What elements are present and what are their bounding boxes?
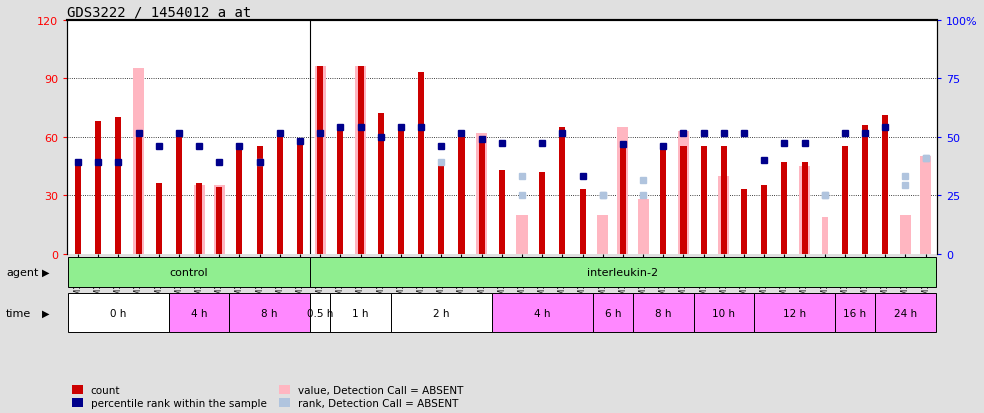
Bar [331, 293, 391, 332]
Bar [633, 293, 694, 332]
Bar [297, 139, 303, 254]
Bar [822, 217, 828, 254]
Bar [115, 118, 121, 254]
Text: ▶: ▶ [42, 308, 50, 318]
Bar [741, 190, 747, 254]
Bar [701, 147, 707, 254]
Bar [310, 257, 936, 287]
Bar [418, 73, 424, 254]
Bar [459, 133, 464, 254]
Bar [923, 159, 929, 254]
Bar [721, 147, 727, 254]
Bar [315, 67, 326, 254]
Bar [660, 145, 666, 254]
Bar [310, 293, 331, 332]
Text: 16 h: 16 h [843, 308, 867, 318]
Bar [834, 293, 875, 332]
Text: agent: agent [6, 267, 38, 277]
Bar [802, 163, 808, 254]
Text: GDS3222 / 1454012_a_at: GDS3222 / 1454012_a_at [67, 6, 251, 20]
Text: 0.5 h: 0.5 h [307, 308, 334, 318]
Bar [617, 128, 629, 254]
Text: control: control [169, 267, 209, 277]
Bar [620, 145, 626, 254]
Text: 4 h: 4 h [534, 308, 550, 318]
Bar [257, 147, 263, 254]
Text: ▶: ▶ [42, 267, 50, 277]
Bar [517, 215, 527, 254]
Legend: count, percentile rank within the sample, value, Detection Call = ABSENT, rank, : count, percentile rank within the sample… [72, 385, 463, 408]
Bar [236, 143, 242, 254]
Bar [597, 215, 608, 254]
Text: interleukin-2: interleukin-2 [587, 267, 658, 277]
Bar [155, 184, 161, 254]
Bar [176, 133, 182, 254]
Bar [277, 133, 282, 254]
Bar [920, 157, 931, 254]
Bar [862, 126, 868, 254]
Bar [229, 293, 310, 332]
Bar [900, 215, 911, 254]
Bar [378, 114, 384, 254]
Bar [694, 293, 754, 332]
Bar [678, 131, 689, 254]
Text: 0 h: 0 h [110, 308, 127, 318]
Bar [519, 215, 525, 254]
Bar [875, 293, 936, 332]
Bar [902, 217, 908, 254]
Bar [478, 137, 485, 254]
Bar [754, 293, 834, 332]
Bar [883, 116, 889, 254]
Bar [559, 128, 566, 254]
Bar [196, 184, 202, 254]
Bar [317, 67, 323, 254]
Bar [842, 147, 848, 254]
Bar [68, 293, 169, 332]
Bar [169, 293, 229, 332]
Text: 12 h: 12 h [783, 308, 806, 318]
Bar [438, 161, 445, 254]
Bar [95, 122, 101, 254]
Bar [718, 176, 729, 254]
Bar [398, 128, 404, 254]
Bar [681, 147, 687, 254]
Bar [355, 67, 366, 254]
Bar [476, 133, 487, 254]
Bar [638, 199, 648, 254]
Text: 8 h: 8 h [655, 308, 671, 318]
Bar [75, 163, 81, 254]
Bar [539, 172, 545, 254]
Text: 4 h: 4 h [191, 308, 208, 318]
Bar [762, 186, 768, 254]
Bar [599, 215, 606, 254]
Bar [68, 257, 310, 287]
Text: 10 h: 10 h [712, 308, 735, 318]
Bar [391, 293, 492, 332]
Text: 2 h: 2 h [433, 308, 450, 318]
Text: 6 h: 6 h [604, 308, 621, 318]
Bar [799, 166, 810, 254]
Bar [214, 186, 224, 254]
Bar [499, 171, 505, 254]
Bar [194, 186, 205, 254]
Text: time: time [6, 308, 31, 318]
Text: 24 h: 24 h [893, 308, 917, 318]
Bar [592, 293, 633, 332]
Bar [640, 199, 646, 254]
Bar [133, 69, 144, 254]
Bar [338, 126, 343, 254]
Bar [216, 188, 222, 254]
Bar [136, 133, 142, 254]
Text: 8 h: 8 h [262, 308, 278, 318]
Bar [580, 190, 585, 254]
Bar [492, 293, 592, 332]
Bar [781, 163, 787, 254]
Bar [357, 67, 364, 254]
Text: 1 h: 1 h [352, 308, 369, 318]
